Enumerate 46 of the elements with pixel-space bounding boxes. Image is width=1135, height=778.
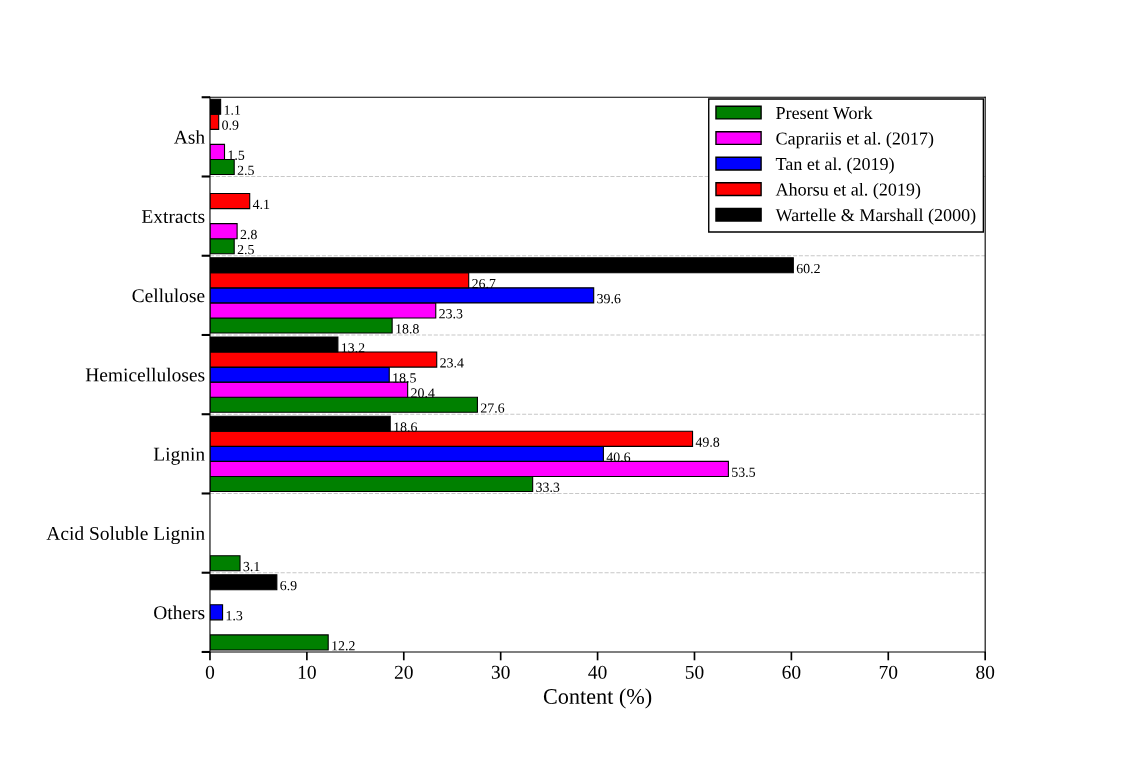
data-label: 6.9 [280,580,297,591]
data-label: 23.3 [439,309,463,319]
data-label: 60.2 [796,263,820,274]
data-label: 18.8 [396,324,419,334]
data-label: 12.2 [332,641,355,651]
data-label: 4.1 [252,199,270,210]
data-label: 20.4 [411,388,435,398]
data-label: 1.3 [226,611,243,621]
x-tick-label: 10 [298,665,316,679]
x-tick-label: 20 [394,665,413,679]
x-axis-title: Content (%) [543,688,652,709]
y-tick-label: Ash [173,130,205,144]
y-tick-label: Others [154,605,205,620]
data-label: 49.8 [695,437,720,447]
data-label: 2.5 [237,244,254,255]
data-label: 2.8 [240,229,257,240]
legend-label: Tan et al. (2019) [775,157,894,174]
data-label: 39.6 [597,294,621,304]
data-label: 23.4 [440,358,464,368]
x-tick-label: 0 [205,665,215,679]
data-label: 0.9 [222,120,239,130]
data-label: 13.2 [342,343,365,353]
x-tick-label: 50 [685,665,704,679]
x-tick-label: 30 [491,665,510,679]
data-label: 2.5 [237,165,254,176]
data-label: 18.6 [394,422,418,432]
data-label: 1.1 [224,105,241,115]
x-tick-label: 70 [879,665,898,679]
data-label: 26.7 [472,278,496,289]
data-label: 33.3 [536,482,560,493]
legend-label: Wartelle & Marshall (2000) [775,208,976,225]
x-tick-label: 60 [782,665,801,679]
legend-label: Present Work [776,106,873,120]
data-label: 27.6 [480,403,505,413]
x-tick-label: 40 [588,665,607,679]
data-label: 3.1 [243,561,260,572]
data-label: 53.5 [732,467,756,477]
legend-label: Caprariis et al. (2017) [776,131,934,149]
y-tick-label: Extracts [141,210,205,224]
x-tick-label: 80 [976,665,995,679]
legend-label: Ahorsu et al. (2019) [775,182,921,200]
data-label: 18.5 [393,373,416,383]
y-tick-label: Lignin [153,447,205,465]
y-tick-label: Hemicelluloses [85,367,205,382]
y-tick-label: Acid Soluble Lignin [46,526,205,545]
y-tick-label: Cellulose [132,288,205,303]
